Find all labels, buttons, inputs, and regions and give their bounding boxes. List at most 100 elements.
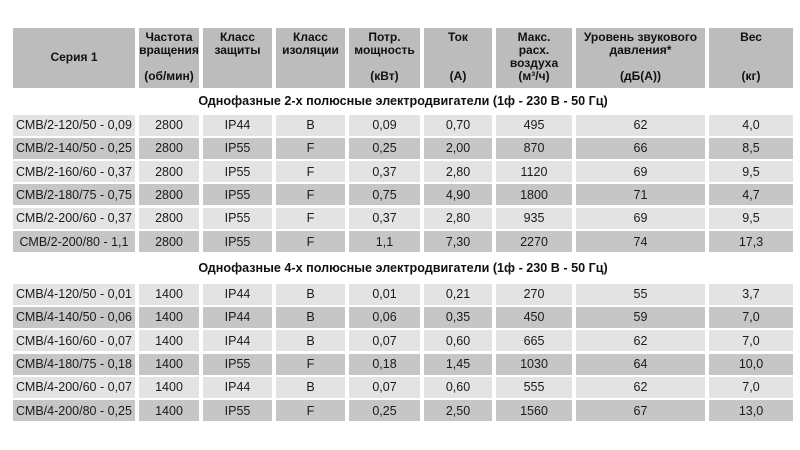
table-cell-weight: 7,0 [709, 306, 793, 328]
table-cell-series: СМВ/4-200/80 - 0,25 [13, 400, 135, 422]
header-label: Потр. мощность [354, 30, 415, 57]
header-label: Серия 1 [50, 49, 98, 64]
table-cell-airflow: 870 [496, 137, 572, 159]
table-cell-speed: 2800 [139, 207, 199, 229]
table-cell-power: 1,1 [349, 231, 420, 253]
table-cell-airflow: 2270 [496, 231, 572, 253]
table-cell-speed: 2800 [139, 114, 199, 136]
table-cell-weight: 7,0 [709, 376, 793, 398]
header-unit: (А) [449, 69, 467, 83]
header-unit: (кг) [741, 69, 761, 83]
table-cell-power: 0,75 [349, 184, 420, 206]
header-label: Частота вращения [139, 30, 199, 57]
table-cell-power: 0,18 [349, 353, 420, 375]
header-cell-speed: Частота вращения (об/мин) [139, 28, 199, 88]
table-cell-current: 0,70 [424, 114, 492, 136]
table-cell-protection: IP55 [203, 184, 272, 206]
table-cell-weight: 9,5 [709, 207, 793, 229]
table-cell-noise: 69 [576, 161, 705, 183]
table-cell-insulation: В [276, 376, 345, 398]
header-cell-noise: Уровень звукового давления* (дБ(А)) [576, 28, 705, 88]
table-cell-insulation: В [276, 114, 345, 136]
table-cell-airflow: 270 [496, 283, 572, 305]
table-cell-speed: 1400 [139, 306, 199, 328]
table-cell-airflow: 1560 [496, 400, 572, 422]
table-cell-series: СМВ/4-200/60 - 0,07 [13, 376, 135, 398]
header-unit: (кВт) [370, 69, 399, 83]
table-cell-protection: IP44 [203, 283, 272, 305]
table-cell-insulation: F [276, 137, 345, 159]
table-cell-series: СМВ/2-120/50 - 0,09 [13, 114, 135, 136]
table-cell-series: СМВ/2-180/75 - 0,75 [13, 184, 135, 206]
table-cell-weight: 3,7 [709, 283, 793, 305]
table-cell-insulation: F [276, 400, 345, 422]
table-cell-series: СМВ/2-200/80 - 1,1 [13, 231, 135, 253]
table-cell-insulation: F [276, 207, 345, 229]
table-cell-noise: 69 [576, 207, 705, 229]
table-cell-current: 2,00 [424, 137, 492, 159]
header-cell-power: Потр. мощность (кВт) [349, 28, 420, 88]
table-cell-protection: IP55 [203, 161, 272, 183]
header-cell-series: Серия 1 [13, 28, 135, 88]
table-cell-series: СМВ/4-120/50 - 0,01 [13, 283, 135, 305]
table-cell-protection: IP44 [203, 376, 272, 398]
table-cell-protection: IP55 [203, 353, 272, 375]
header-cell-current: Ток (А) [424, 28, 492, 88]
table-cell-protection: IP55 [203, 400, 272, 422]
table-cell-speed: 2800 [139, 184, 199, 206]
table-cell-series: СМВ/4-140/50 - 0,06 [13, 306, 135, 328]
table-cell-speed: 1400 [139, 330, 199, 352]
table-cell-speed: 1400 [139, 400, 199, 422]
table-cell-airflow: 450 [496, 306, 572, 328]
table-cell-protection: IP55 [203, 137, 272, 159]
table-cell-weight: 8,5 [709, 137, 793, 159]
table-cell-insulation: F [276, 184, 345, 206]
table-cell-protection: IP44 [203, 114, 272, 136]
header-label: Вес [740, 30, 762, 44]
table-cell-speed: 1400 [139, 376, 199, 398]
table-cell-power: 0,01 [349, 283, 420, 305]
table-cell-current: 7,30 [424, 231, 492, 253]
table-cell-current: 0,21 [424, 283, 492, 305]
table-cell-current: 2,50 [424, 400, 492, 422]
table-cell-current: 2,80 [424, 161, 492, 183]
table-cell-noise: 71 [576, 184, 705, 206]
table-cell-power: 0,06 [349, 306, 420, 328]
table-cell-series: СМВ/4-160/60 - 0,07 [13, 330, 135, 352]
table-cell-series: СМВ/2-160/60 - 0,37 [13, 161, 135, 183]
table-cell-noise: 55 [576, 283, 705, 305]
table-cell-protection: IP55 [203, 207, 272, 229]
header-cell-airflow: Макс. расх. воздуха (м³/ч) [496, 28, 572, 88]
table-cell-power: 0,09 [349, 114, 420, 136]
table-cell-weight: 10,0 [709, 353, 793, 375]
table-cell-speed: 1400 [139, 283, 199, 305]
header-label: Уровень звукового давления* [583, 30, 698, 57]
table-cell-power: 0,37 [349, 207, 420, 229]
table-cell-current: 0,35 [424, 306, 492, 328]
table-cell-power: 0,07 [349, 376, 420, 398]
table-cell-weight: 9,5 [709, 161, 793, 183]
spec-table: Серия 1 Частота вращения (об/мин) Класс защ… [13, 28, 793, 422]
table-cell-protection: IP44 [203, 306, 272, 328]
header-cell-protection: Класс защиты [203, 28, 272, 88]
table-cell-insulation: В [276, 330, 345, 352]
table-cell-speed: 2800 [139, 137, 199, 159]
header-unit: (м³/ч) [518, 69, 550, 83]
table-cell-insulation: F [276, 231, 345, 253]
table-cell-noise: 62 [576, 114, 705, 136]
table-cell-current: 0,60 [424, 330, 492, 352]
section-title-1: Однофазные 2-х полюсные электродвигатели… [13, 90, 793, 113]
table-cell-airflow: 1120 [496, 161, 572, 183]
header-unit: (дБ(А)) [620, 69, 661, 83]
table-cell-series: СМВ/4-180/75 - 0,18 [13, 353, 135, 375]
table-cell-airflow: 1800 [496, 184, 572, 206]
table-cell-power: 0,25 [349, 137, 420, 159]
table-cell-weight: 4,7 [709, 184, 793, 206]
table-cell-power: 0,25 [349, 400, 420, 422]
table-cell-insulation: В [276, 306, 345, 328]
table-cell-speed: 2800 [139, 231, 199, 253]
section-title-2: Однофазные 4-х полюсные электродвигатели… [13, 254, 793, 282]
table-cell-noise: 66 [576, 137, 705, 159]
table-cell-series: СМВ/2-140/50 - 0,25 [13, 137, 135, 159]
